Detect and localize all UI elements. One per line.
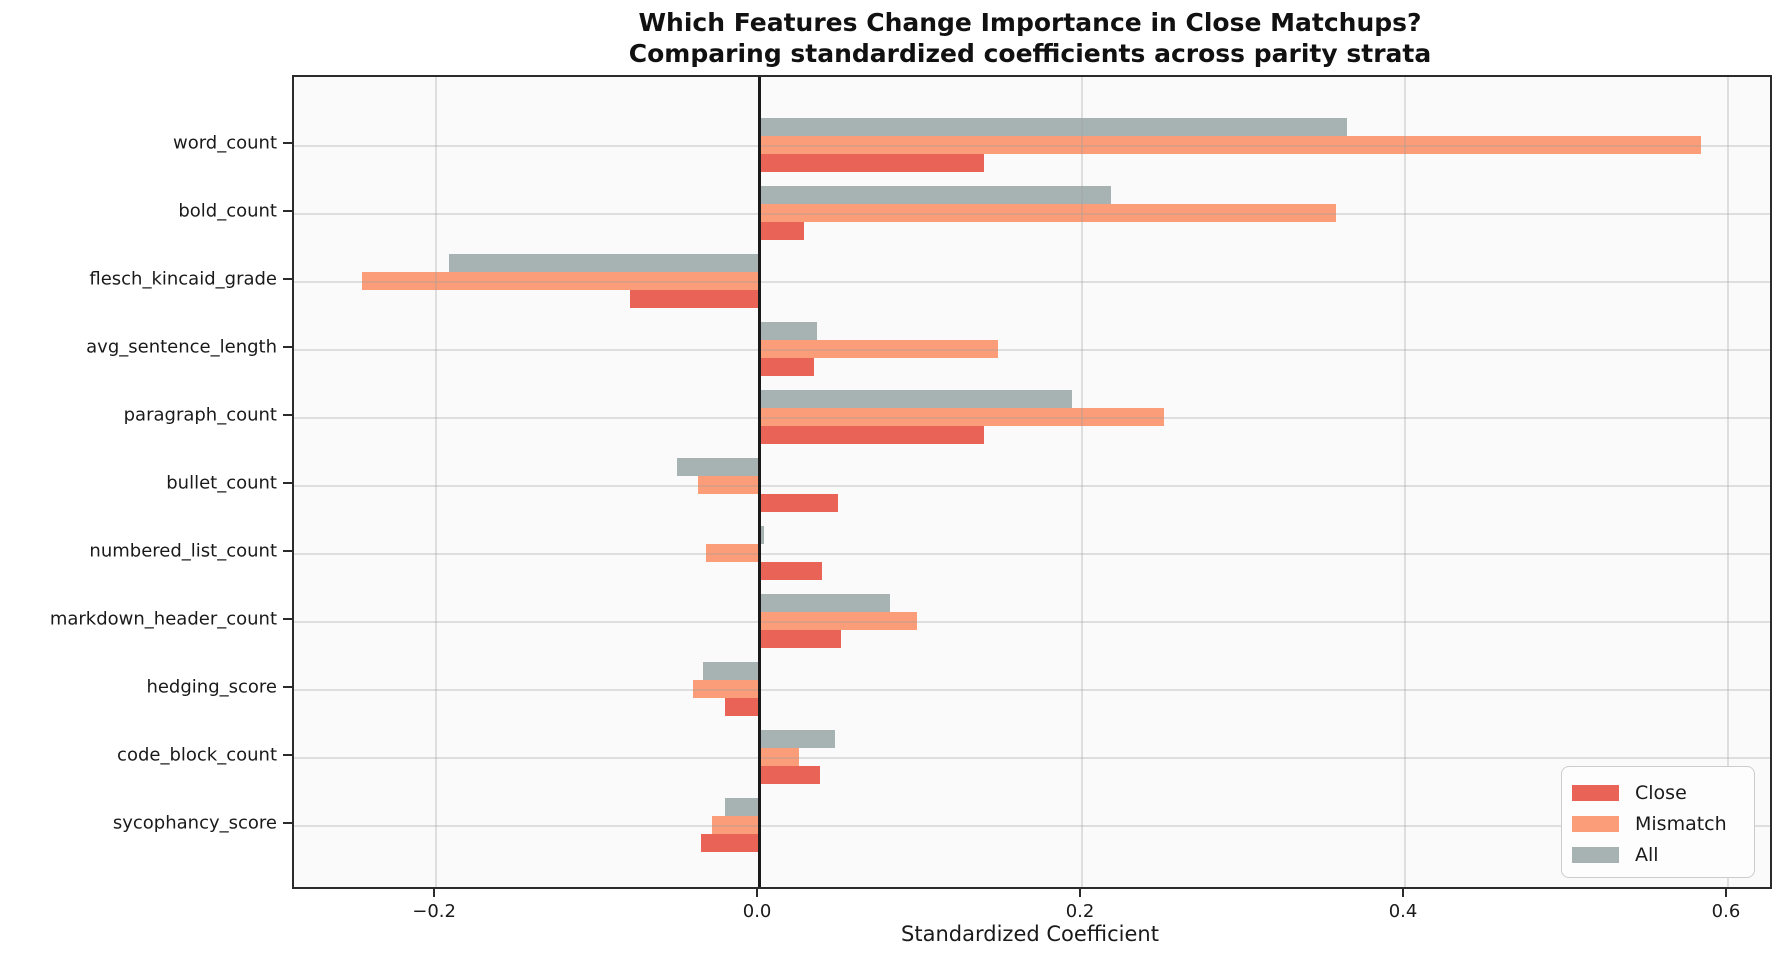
bar-close-word_count [759, 154, 984, 173]
bar-all-flesch_kincaid_grade [449, 253, 760, 272]
bar-close-numbered_list_count [759, 562, 823, 581]
legend-swatch-mismatch [1572, 815, 1619, 832]
legend-item-close: Close [1572, 777, 1754, 808]
legend-swatch-all [1572, 846, 1619, 863]
legend-label-all: All [1635, 843, 1659, 866]
bar-close-hedging_score [725, 698, 760, 717]
y-tick-mark [283, 210, 292, 212]
x-tick-label: 0.4 [1388, 901, 1418, 922]
bar-mismatch-bold_count [759, 203, 1336, 223]
y-tick-mark [283, 482, 292, 484]
hgridline [294, 349, 1770, 351]
bar-all-paragraph_count [759, 389, 1073, 408]
hgridline [294, 281, 1770, 283]
legend: Close Mismatch All [1561, 766, 1755, 878]
legend-swatch-close [1572, 784, 1619, 801]
bar-all-bold_count [759, 185, 1112, 204]
vgridline [1404, 77, 1406, 887]
y-tick-label: hedging_score [146, 676, 277, 698]
vgridline [1081, 77, 1083, 887]
legend-item-mismatch: Mismatch [1572, 808, 1754, 839]
x-tick-mark [433, 888, 436, 897]
hgridline [294, 553, 1770, 555]
hgridline [294, 757, 1770, 759]
bar-mismatch-hedging_score [692, 679, 760, 699]
bar-mismatch-word_count [759, 135, 1701, 155]
y-tick-mark [283, 142, 292, 144]
hgridline [294, 485, 1770, 487]
bar-mismatch-code_block_count [759, 747, 800, 767]
y-tick-mark [283, 278, 292, 280]
bar-close-paragraph_count [759, 426, 984, 445]
bar-mismatch-numbered_list_count [705, 543, 760, 563]
chart-subtitle: Comparing standardized coefficients acro… [628, 39, 1432, 68]
x-tick-mark [756, 888, 759, 897]
bar-close-avg_sentence_length [759, 358, 814, 377]
legend-label-close: Close [1635, 781, 1687, 804]
bar-mismatch-markdown_header_count [759, 611, 918, 631]
bar-mismatch-bullet_count [697, 475, 760, 495]
bar-all-word_count [759, 117, 1347, 136]
y-tick-mark [283, 618, 292, 620]
y-tick-mark [283, 754, 292, 756]
bar-mismatch-flesch_kincaid_grade [361, 271, 760, 291]
y-tick-mark [283, 550, 292, 552]
bar-all-avg_sentence_length [759, 321, 818, 340]
bar-close-flesch_kincaid_grade [629, 290, 760, 309]
y-tick-mark [283, 346, 292, 348]
hgridline [294, 417, 1770, 419]
bar-close-markdown_header_count [759, 630, 842, 649]
plot-area [292, 75, 1772, 889]
x-tick-label: 0.6 [1711, 901, 1741, 922]
y-tick-mark [283, 686, 292, 688]
y-tick-label: paragraph_count [123, 404, 277, 426]
y-tick-label: avg_sentence_length [86, 336, 277, 358]
hgridline [294, 621, 1770, 623]
legend-item-all: All [1572, 839, 1754, 870]
bar-close-bullet_count [759, 494, 839, 513]
y-tick-label: code_block_count [117, 744, 277, 766]
bar-close-bold_count [759, 222, 805, 241]
y-tick-label: markdown_header_count [49, 608, 277, 630]
zero-line [757, 77, 761, 887]
x-axis-label: Standardized Coefficient [901, 922, 1159, 946]
bar-all-sycophancy_score [725, 797, 760, 816]
bar-mismatch-avg_sentence_length [759, 339, 999, 359]
x-tick-mark [1079, 888, 1082, 897]
chart-title: Which Features Change Importance in Clos… [638, 8, 1422, 37]
hgridline [294, 689, 1770, 691]
y-tick-label: flesch_kincaid_grade [89, 268, 277, 290]
y-tick-mark [283, 822, 292, 824]
y-tick-label: bold_count [178, 200, 277, 222]
vgridline [1727, 77, 1729, 887]
hgridline [294, 145, 1770, 147]
x-tick-label: 0.2 [1065, 901, 1095, 922]
y-tick-label: sycophancy_score [112, 812, 277, 834]
y-tick-mark [283, 414, 292, 416]
x-tick-label: −0.2 [412, 901, 456, 922]
y-tick-label: word_count [172, 132, 277, 154]
x-tick-label: 0.0 [742, 901, 772, 922]
bar-mismatch-sycophancy_score [712, 815, 760, 835]
hgridline [294, 825, 1770, 827]
y-tick-label: bullet_count [166, 472, 277, 494]
bar-close-sycophancy_score [700, 834, 760, 853]
x-tick-mark [1402, 888, 1405, 897]
y-tick-label: numbered_list_count [89, 540, 277, 562]
hgridline [294, 213, 1770, 215]
bar-all-hedging_score [702, 661, 760, 680]
bar-close-code_block_count [759, 766, 821, 785]
bar-all-bullet_count [676, 457, 760, 476]
vgridline [435, 77, 437, 887]
bar-all-markdown_header_count [759, 593, 890, 612]
x-tick-mark [1725, 888, 1727, 897]
bar-all-numbered_list_count [759, 525, 764, 544]
legend-label-mismatch: Mismatch [1635, 812, 1727, 835]
bar-all-code_block_count [759, 729, 835, 748]
bar-mismatch-paragraph_count [759, 407, 1165, 427]
